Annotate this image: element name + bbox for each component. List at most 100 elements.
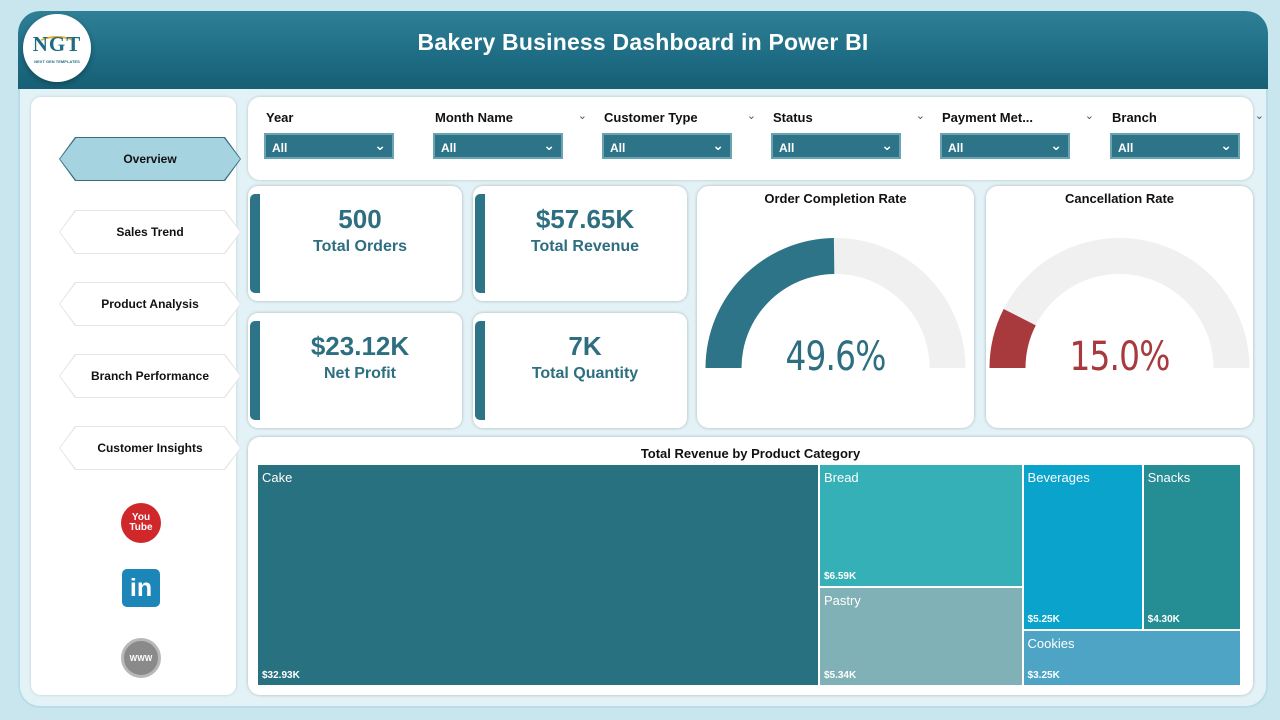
kpi-label: Net Profit: [324, 365, 396, 382]
gauge-cancellation: Cancellation Rate 15.0%: [986, 186, 1253, 428]
status-dropdown[interactable]: All ⌄: [771, 133, 901, 159]
treemap-tile-cake[interactable]: Cake $32.93K: [258, 465, 818, 685]
filter-customer-type: Customer Type ⌄ All ⌄: [602, 107, 760, 167]
gauge-arc: [705, 238, 966, 368]
treemap-area: Cake $32.93K Bread $6.59K Pastry $5.34K Bevera…: [258, 465, 1242, 687]
dashboard-frame: NGT NEXT GEN TEMPLATES Bakery Business D…: [18, 11, 1268, 708]
treemap-tile-value: $32.93K: [262, 670, 300, 681]
youtube-icon[interactable]: You Tube: [121, 503, 161, 543]
treemap-tile-bread[interactable]: Bread $6.59K: [819, 465, 1022, 586]
treemap-tile-label: Cake: [262, 470, 293, 485]
logo-text: NGT: [32, 32, 82, 56]
chevron-down-icon[interactable]: ⌄: [746, 110, 756, 122]
treemap-tile-cookies[interactable]: Cookies $3.25K: [1023, 630, 1240, 685]
customer-type-dropdown[interactable]: All ⌄: [602, 133, 732, 159]
sidebar-item-overview[interactable]: Overview: [59, 137, 241, 181]
kpi-net-profit: $23.12K Net Profit: [248, 313, 462, 428]
filter-month-name: Month Name ⌄ All ⌄: [433, 107, 591, 167]
treemap-tile-label: Pastry: [823, 592, 861, 608]
treemap-tile-value: $3.25K: [1027, 669, 1060, 681]
filter-label: Branch: [1112, 110, 1157, 125]
filter-label: Year: [266, 110, 294, 125]
website-globe-icon[interactable]: WWW: [121, 638, 161, 678]
gauge-title: Order Completion Rate: [764, 191, 907, 206]
kpi-label: Total Revenue: [530, 238, 640, 255]
treemap-tile-snacks[interactable]: Snacks $4.30K: [1143, 465, 1240, 629]
company-logo: NGT NEXT GEN TEMPLATES: [23, 14, 91, 82]
sidebar-item-sales-trend[interactable]: Sales Trend: [59, 210, 241, 254]
treemap-tile-value: $5.34K: [823, 669, 857, 681]
kpi-accent-bar: [250, 321, 260, 420]
gauge-fill: [989, 308, 1036, 368]
treemap-tile-beverages[interactable]: Beverages $5.25K: [1023, 465, 1142, 629]
kpi-value: 7K: [568, 331, 602, 361]
sidebar-item-label: Product Analysis: [60, 283, 240, 325]
filter-payment-method: Payment Met... ⌄ All ⌄: [940, 107, 1098, 167]
chevron-down-icon[interactable]: ⌄: [577, 110, 587, 122]
chevron-down-icon: ⌄: [1050, 137, 1062, 153]
youtube-icon-text-2: Tube: [129, 522, 153, 533]
youtube-icon-text-1: You: [131, 512, 151, 523]
chevron-down-icon[interactable]: ⌄: [915, 110, 925, 122]
kpi-accent-bar: [475, 321, 485, 420]
gauge-arc: [989, 238, 1250, 368]
month-dropdown[interactable]: All ⌄: [433, 133, 563, 159]
dropdown-value: All: [441, 141, 457, 155]
sidebar-item-product-analysis[interactable]: Product Analysis: [59, 282, 241, 326]
chevron-down-icon: ⌄: [543, 137, 555, 153]
sidebar-item-label: Overview: [60, 138, 240, 180]
filter-panel: Year All ⌄ Month Name ⌄ All ⌄ Customer T…: [248, 97, 1264, 180]
chevron-down-icon: ⌄: [374, 137, 386, 153]
branch-dropdown[interactable]: All ⌄: [1110, 133, 1240, 159]
chevron-down-icon[interactable]: ⌄: [1254, 110, 1264, 122]
linkedin-icon[interactable]: in: [122, 569, 160, 607]
kpi-total-quantity: 7K Total Quantity: [473, 313, 687, 428]
dropdown-value: All: [1118, 141, 1134, 155]
filter-label: Payment Met...: [942, 110, 1034, 125]
treemap-tile-label: Beverages: [1027, 470, 1090, 485]
kpi-value: $57.65K: [535, 204, 635, 234]
filter-branch: Branch ⌄ All ⌄: [1110, 107, 1268, 167]
treemap-tile-value: $6.59K: [823, 570, 857, 582]
sidebar-item-customer-insights[interactable]: Customer Insights: [59, 426, 241, 470]
kpi-label: Total Orders: [313, 238, 407, 255]
treemap-tile-label: Bread: [823, 470, 859, 485]
gauge-order-completion: Order Completion Rate 49.6%: [697, 186, 974, 428]
kpi-accent-bar: [250, 194, 260, 293]
treemap-tile-label: Cookies: [1027, 635, 1075, 651]
sidebar-nav: Overview Sales Trend Product Analysis Br…: [31, 97, 236, 695]
chevron-down-icon: ⌄: [1220, 137, 1232, 153]
sidebar-item-branch-performance[interactable]: Branch Performance: [59, 354, 241, 398]
treemap-tile-label: Snacks: [1147, 470, 1191, 485]
filter-label: Status: [773, 110, 813, 125]
treemap-tile-pastry[interactable]: Pastry $5.34K: [819, 587, 1022, 685]
dropdown-value: All: [779, 141, 795, 155]
dropdown-value: All: [610, 141, 626, 155]
header-bar: NGT NEXT GEN TEMPLATES Bakery Business D…: [18, 11, 1268, 89]
chevron-down-icon[interactable]: ⌄: [1084, 110, 1094, 122]
gauge-fill: [705, 238, 835, 368]
website-icon-text: WWW: [129, 653, 153, 663]
gauge-value: 15.0%: [1069, 334, 1170, 380]
dropdown-value: All: [948, 141, 964, 155]
year-dropdown[interactable]: All ⌄: [264, 133, 394, 159]
linkedin-icon-text: in: [129, 573, 153, 602]
logo-subtext: NEXT GEN TEMPLATES: [34, 59, 80, 64]
filter-label: Month Name: [435, 110, 513, 125]
kpi-value: $23.12K: [310, 331, 410, 361]
treemap-revenue-by-category: Total Revenue by Product Category Cake $3…: [248, 437, 1253, 695]
treemap-tile-value: $4.30K: [1147, 613, 1180, 625]
kpi-total-orders: 500 Total Orders: [248, 186, 462, 301]
filter-status: Status ⌄ All ⌄: [771, 107, 929, 167]
chevron-down-icon: ⌄: [881, 137, 893, 153]
kpi-total-revenue: $57.65K Total Revenue: [473, 186, 687, 301]
gauge-title: Cancellation Rate: [1064, 191, 1175, 206]
chart-title: Total Revenue by Product Category: [640, 446, 861, 461]
dropdown-value: All: [272, 141, 288, 155]
sidebar-item-label: Customer Insights: [60, 427, 240, 469]
logo-swoosh-icon: [37, 36, 77, 52]
payment-method-dropdown[interactable]: All ⌄: [940, 133, 1070, 159]
sidebar-item-label: Branch Performance: [60, 355, 240, 397]
treemap-tile-value: $5.25K: [1027, 613, 1060, 625]
gauge-track: [989, 238, 1250, 368]
